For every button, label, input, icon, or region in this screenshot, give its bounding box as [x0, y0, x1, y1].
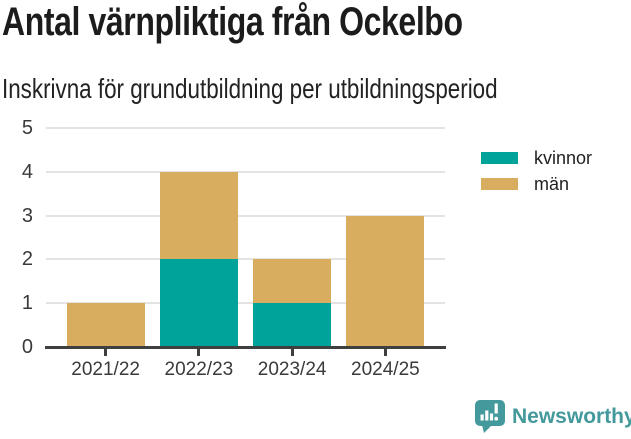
x-axis-tick [290, 349, 294, 356]
bar-segment-män-2023-24 [253, 259, 332, 304]
brand-link-newsworthy[interactable]: Newsworthy [475, 400, 631, 433]
gridline-y1 [46, 302, 445, 305]
legend-swatch-kvinnor [481, 152, 518, 164]
gridline-y4 [46, 170, 445, 173]
legend-label: kvinnor [534, 148, 593, 168]
x-axis-tick [383, 349, 387, 356]
bar-segment-kvinnor-2023-24 [253, 303, 332, 347]
x-axis-baseline [45, 346, 446, 349]
x-axis-tick-label: 2023/24 [257, 359, 327, 380]
chart-subtitle: Inskrivna för grundutbildning per utbild… [2, 73, 498, 104]
legend: kvinnor män [481, 145, 592, 197]
bar-segment-män-2024-25 [346, 215, 425, 347]
x-axis-tick-label: 2022/23 [164, 359, 234, 380]
y-axis-tick-label: 1 [21, 292, 33, 315]
x-axis-tick-label: 2021/22 [71, 359, 140, 380]
legend-label: män [534, 174, 570, 194]
y-axis-tick-label: 5 [21, 117, 33, 139]
chart-title: Antal värnpliktiga från Ockelbo [2, 0, 463, 44]
x-axis-tick [197, 349, 201, 356]
gridline-y2 [46, 258, 445, 261]
gridline-y3 [46, 214, 445, 217]
bar-segment-män-2021-22 [66, 303, 145, 347]
legend-item-män: män [481, 171, 592, 197]
y-axis-tick-label: 3 [21, 204, 33, 227]
brand-name: Newsworthy [512, 404, 631, 428]
x-axis-tick [104, 349, 108, 356]
gridline-y5 [46, 127, 445, 129]
bar-segment-män-2022-23 [159, 171, 238, 260]
y-axis-tick-label: 2 [21, 248, 33, 271]
legend-item-kvinnor: kvinnor [481, 145, 592, 171]
y-axis-tick-label: 4 [21, 160, 33, 183]
legend-swatch-män [481, 178, 518, 190]
newsworthy-logo-icon [475, 400, 505, 433]
plot-area: 2021/22 2022/23 2023/24 2024/25 [45, 127, 446, 380]
y-axis-tick-label: 0 [21, 336, 33, 358]
x-axis-tick-label: 2024/25 [351, 359, 420, 380]
bar-segment-kvinnor-2022-23 [159, 259, 238, 347]
